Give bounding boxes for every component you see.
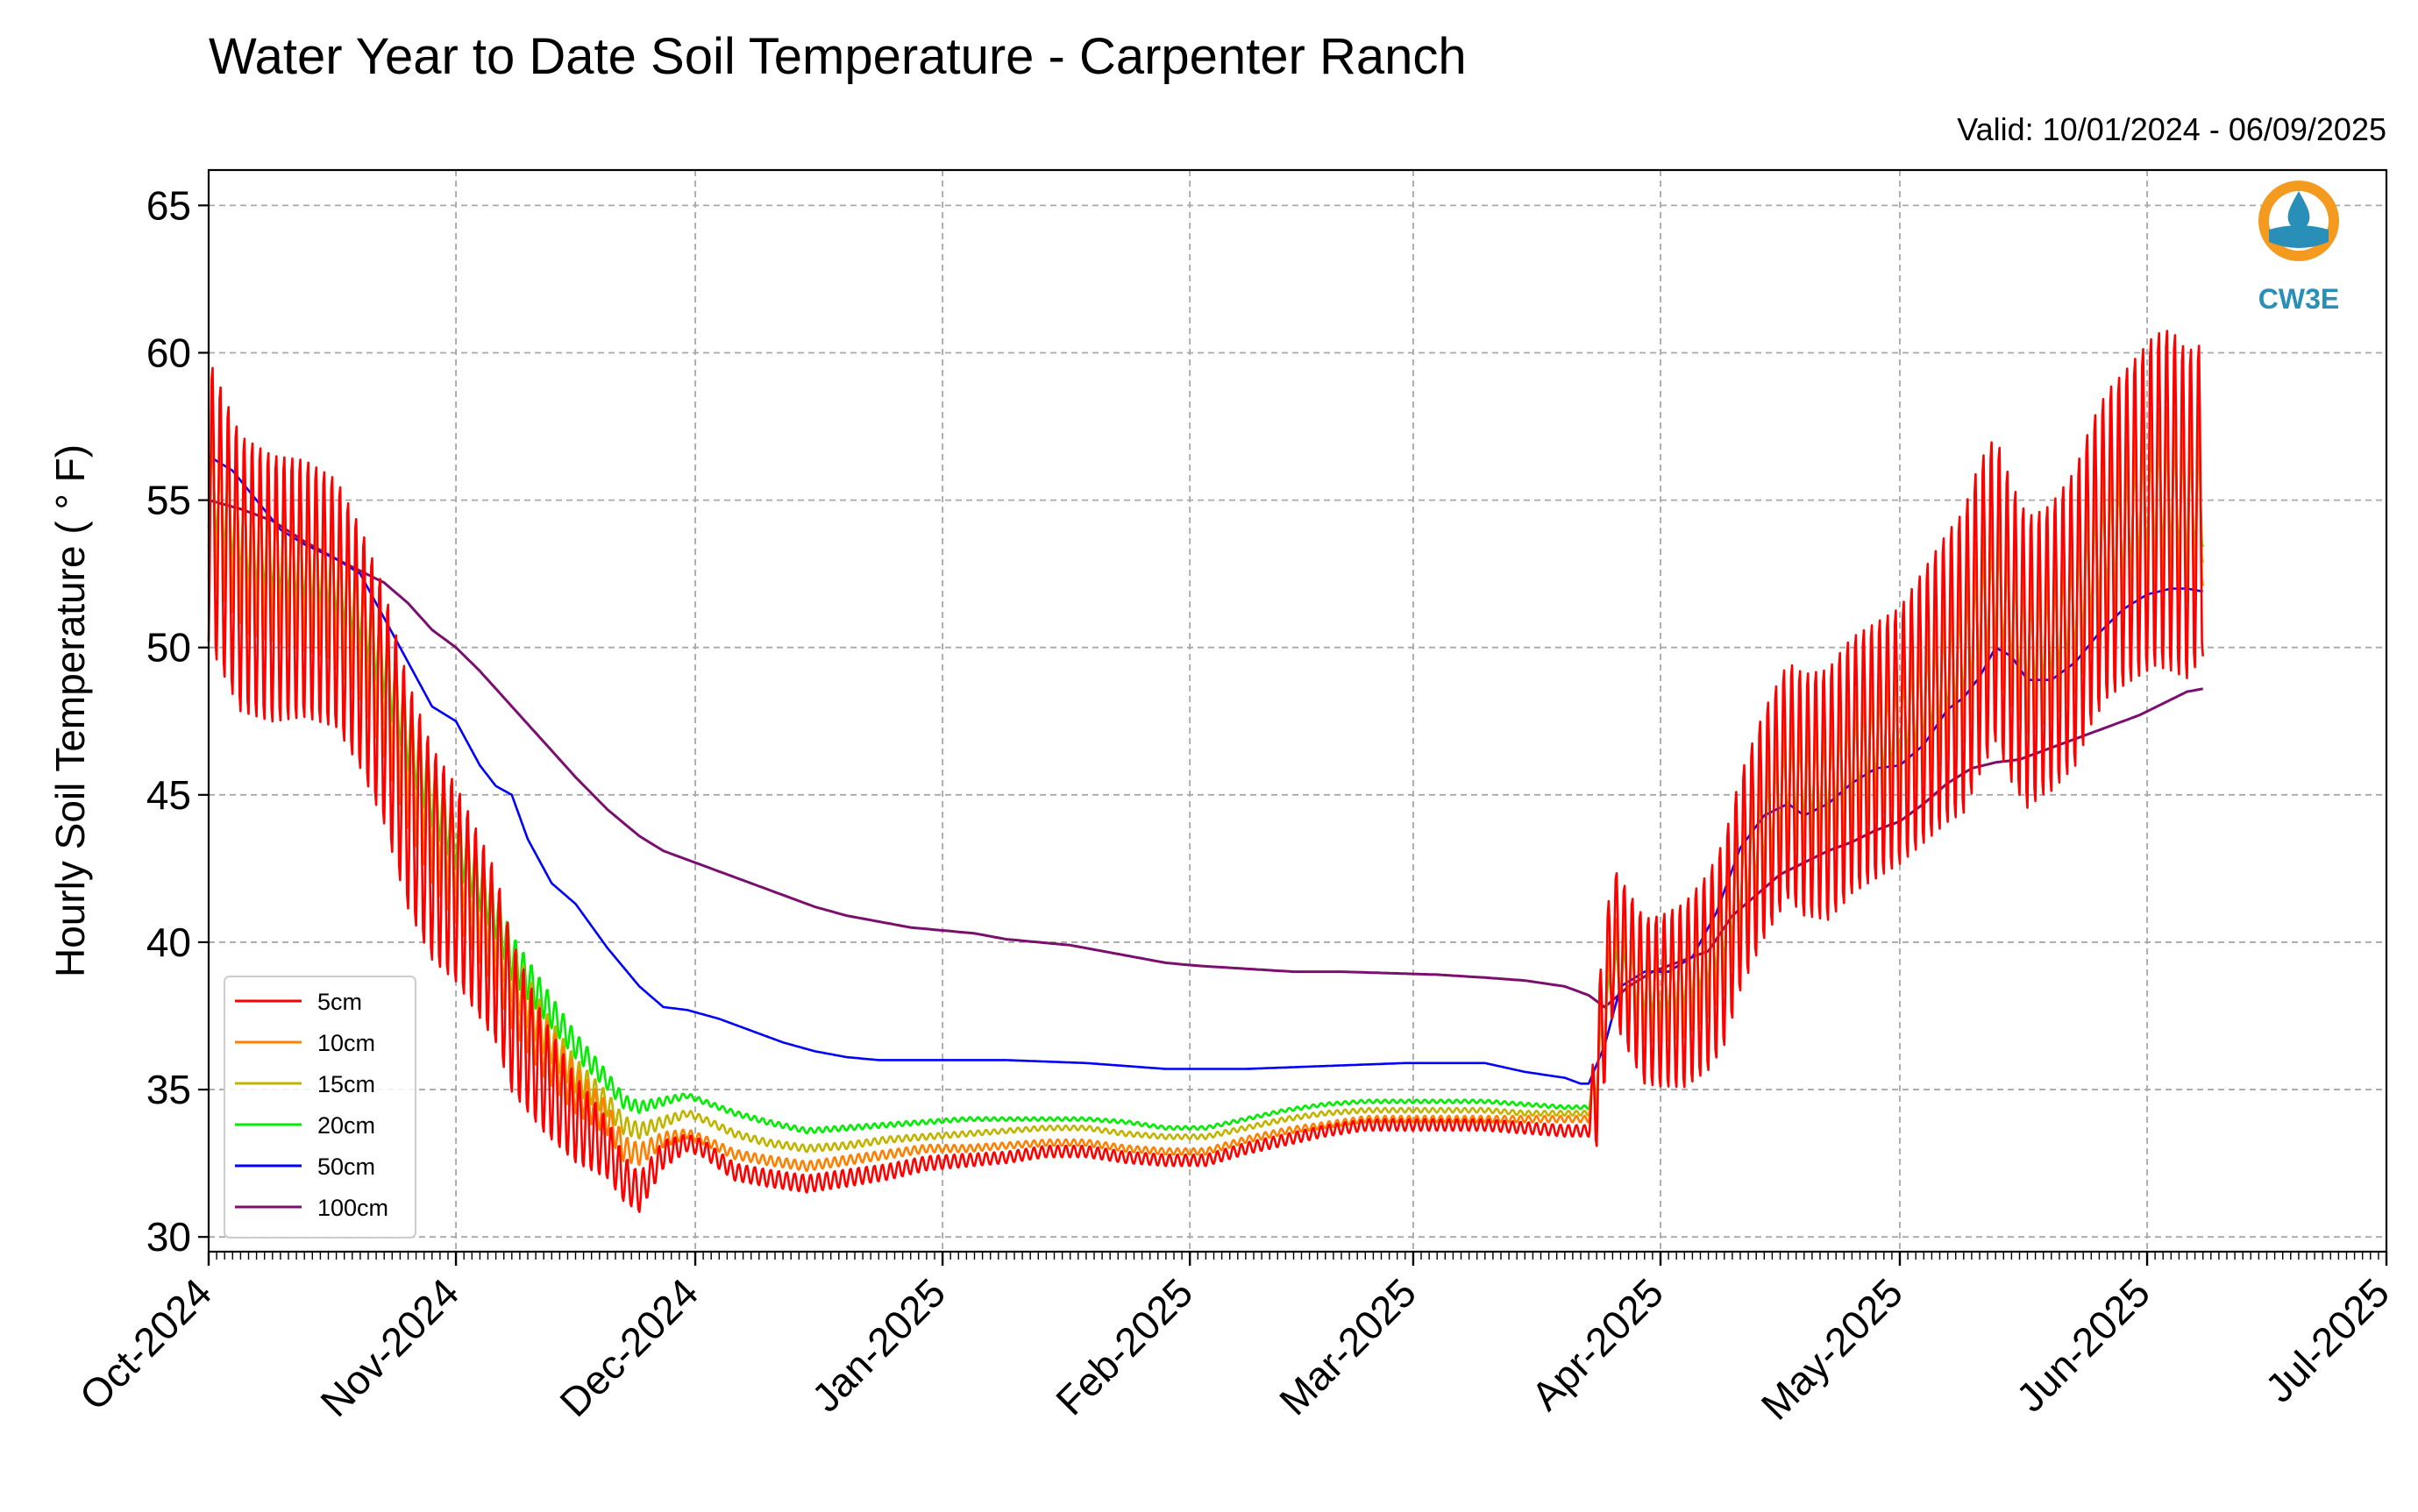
x-axis: Oct-2024 Nov-2024 Dec-2024 Jan-2025 Feb-2025…	[71, 1252, 2399, 1429]
series-line-20cm	[207, 443, 2204, 1135]
chart-title: Water Year to Date Soil Temperature - Ca…	[209, 28, 1467, 85]
legend-label-5cm: 5cm	[317, 989, 362, 1015]
x-tick-label: Mar-2025	[1270, 1269, 1425, 1423]
x-tick-label: Jul-2025	[2257, 1269, 2399, 1411]
y-tick-label: 40	[146, 919, 191, 965]
x-tick-label: Dec-2024	[551, 1269, 707, 1425]
y-tick-label: 55	[146, 478, 191, 523]
y-tick-label: 45	[146, 772, 191, 818]
logo-drop-icon	[2287, 191, 2310, 230]
x-tick-label: Oct-2024	[71, 1269, 221, 1419]
x-tick-label: Apr-2025	[1522, 1269, 1672, 1419]
y-tick-label: 50	[146, 625, 191, 671]
y-tick-label: 35	[146, 1067, 191, 1112]
legend: 5cm 10cm 15cm 20cm 50cm 100cm	[224, 976, 416, 1239]
y-tick-label: 30	[146, 1214, 191, 1260]
legend-label-10cm: 10cm	[317, 1030, 375, 1056]
x-tick-label: May-2025	[1753, 1269, 1911, 1428]
legend-label-50cm: 50cm	[317, 1154, 375, 1180]
series-line-5cm	[207, 330, 2204, 1213]
legend-label-100cm: 100cm	[317, 1195, 388, 1221]
y-axis-label: Hourly Soil Temperature ( ° F)	[47, 444, 93, 977]
x-minor-ticks	[208, 1252, 2387, 1260]
y-axis: 30 35 40 45 50 55 60 65	[146, 182, 209, 1260]
logo-water-icon	[2269, 225, 2329, 248]
series-line-100cm	[208, 499, 2203, 1009]
x-tick-label: Jan-2025	[803, 1269, 954, 1420]
legend-label-20cm: 20cm	[317, 1112, 375, 1139]
series-line-10cm	[207, 406, 2204, 1173]
x-tick-label: Nov-2024	[311, 1269, 467, 1425]
cw3e-logo: CW3E	[2258, 181, 2339, 315]
chart-subtitle: Valid: 10/01/2024 - 06/09/2025	[1957, 111, 2386, 147]
x-tick-label: Feb-2025	[1047, 1269, 1201, 1423]
legend-label-15cm: 15cm	[317, 1071, 375, 1097]
series-line-15cm	[207, 429, 2204, 1154]
x-tick-label: Jun-2025	[2008, 1269, 2158, 1420]
logo-text: CW3E	[2258, 283, 2339, 315]
series-line-50cm	[208, 455, 2203, 1085]
y-tick-label: 60	[146, 330, 191, 375]
series-lines	[207, 330, 2204, 1213]
y-tick-label: 65	[146, 182, 191, 228]
plot-area-frame	[207, 168, 2388, 1253]
